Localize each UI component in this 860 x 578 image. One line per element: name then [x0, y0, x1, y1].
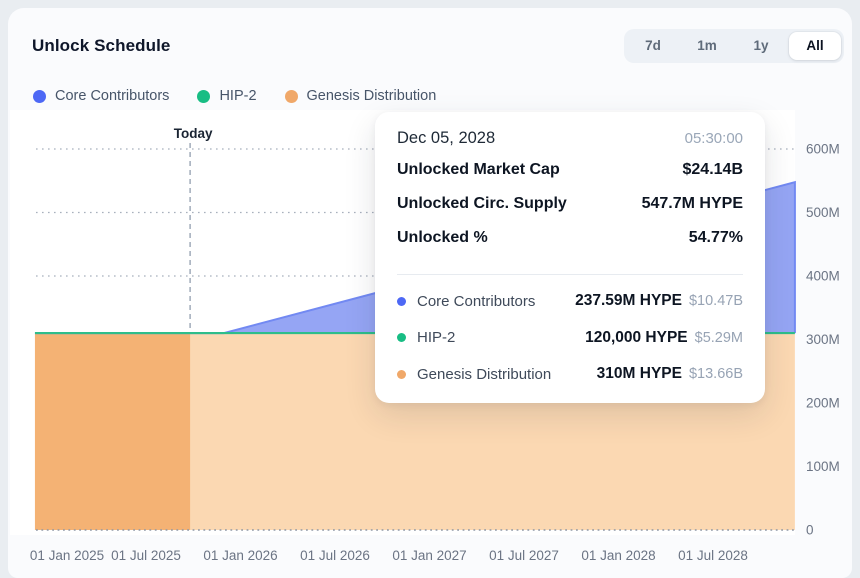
series-name: Genesis Distribution — [417, 365, 552, 383]
series-name: HIP-2 — [417, 329, 456, 347]
x-axis-label: 01 Jan 2025 — [30, 548, 104, 563]
y-axis-label: 300M — [806, 332, 840, 347]
series-amount: 120,000 HYPE — [585, 328, 688, 346]
tooltip-divider — [397, 274, 743, 275]
range-button-7d[interactable]: 7d — [627, 32, 679, 60]
y-axis-label: 600M — [806, 142, 840, 157]
series-amount: 237.59M HYPE — [575, 292, 682, 310]
tooltip-stat-value: 54.77% — [688, 229, 743, 246]
tooltip-stat-label: Unlocked % — [397, 229, 488, 246]
x-axis-label: 01 Jul 2028 — [678, 548, 748, 563]
legend-dot-icon — [284, 89, 298, 103]
tooltip-stat-row: Unlocked Market Cap $24.14B — [397, 161, 743, 195]
y-axis-label: 0 — [806, 523, 814, 538]
x-axis-label: 01 Jan 2026 — [203, 548, 277, 563]
tooltip-stat-value: 547.7M HYPE — [641, 195, 743, 212]
tooltip-stat-label: Unlocked Circ. Supply — [397, 195, 567, 212]
tooltip-time: 05:30:00 — [684, 130, 743, 147]
tooltip-stat-value: $24.14B — [682, 161, 744, 178]
series-dot-icon — [397, 369, 406, 379]
y-axis-label: 400M — [806, 269, 840, 284]
tooltip-header: Dec 05, 2028 05:30:00 — [397, 129, 743, 148]
tooltip-stat-row: Unlocked % 54.77% — [397, 229, 743, 263]
series-amount: 310M HYPE — [596, 365, 682, 383]
x-axis-label: 01 Jul 2025 — [111, 548, 181, 563]
range-button-1y[interactable]: 1y — [735, 32, 787, 60]
legend-item-0[interactable]: Core Contributors — [33, 88, 169, 104]
range-button-all[interactable]: All — [789, 32, 841, 60]
tooltip-stat-label: Unlocked Market Cap — [397, 161, 560, 178]
tooltip-series-row: Genesis Distribution 310M HYPE $13.66B — [397, 356, 743, 393]
tooltip-series-row: HIP-2 120,000 HYPE $5.29M — [397, 320, 743, 357]
page-title: Unlock Schedule — [32, 36, 171, 55]
legend-item-1[interactable]: HIP-2 — [197, 88, 257, 104]
y-axis-label: 200M — [806, 396, 840, 411]
x-axis-label: 01 Jan 2027 — [392, 548, 466, 563]
tooltip-series-list: Core Contributors 237.59M HYPE $10.47B HIP-… — [397, 283, 743, 393]
x-axis-label: 01 Jul 2026 — [300, 548, 370, 563]
legend-label: HIP-2 — [219, 88, 257, 104]
tooltip-date: Dec 05, 2028 — [397, 129, 496, 147]
chart-tooltip: Dec 05, 2028 05:30:00 Unlocked Market Ca… — [375, 112, 765, 403]
series-dot-icon — [397, 296, 406, 306]
series-name: Core Contributors — [417, 292, 536, 310]
tooltip-stat-row: Unlocked Circ. Supply 547.7M HYPE — [397, 195, 743, 229]
chart-legend: Core Contributors HIP-2 Genesis Distributi… — [33, 86, 436, 106]
card-header: Unlock Schedule 7d 1m 1y All — [32, 26, 844, 66]
series-usd-value: $10.47B — [688, 293, 743, 310]
legend-dot-icon — [33, 89, 46, 103]
x-axis-label: 01 Jan 2028 — [581, 548, 655, 563]
series-usd-value: $13.66B — [688, 366, 743, 383]
legend-dot-icon — [197, 89, 211, 103]
legend-label: Core Contributors — [55, 88, 170, 104]
legend-item-2[interactable]: Genesis Distribution — [284, 88, 437, 104]
range-button-1m[interactable]: 1m — [681, 32, 733, 60]
legend-label: Genesis Distribution — [306, 88, 437, 104]
tooltip-stats: Unlocked Market Cap $24.14B Unlocked Circ.… — [397, 161, 743, 263]
today-label: Today — [174, 126, 213, 141]
y-axis-label: 500M — [806, 205, 840, 220]
y-axis-label: 100M — [806, 459, 840, 474]
series-dot-icon — [397, 333, 406, 343]
series-usd-value: $5.29M — [694, 329, 743, 346]
area-past-shade — [34, 333, 191, 530]
tooltip-series-row: Core Contributors 237.59M HYPE $10.47B — [397, 283, 743, 320]
time-range-switcher: 7d 1m 1y All — [624, 29, 844, 63]
x-axis-label: 01 Jul 2027 — [489, 548, 559, 563]
